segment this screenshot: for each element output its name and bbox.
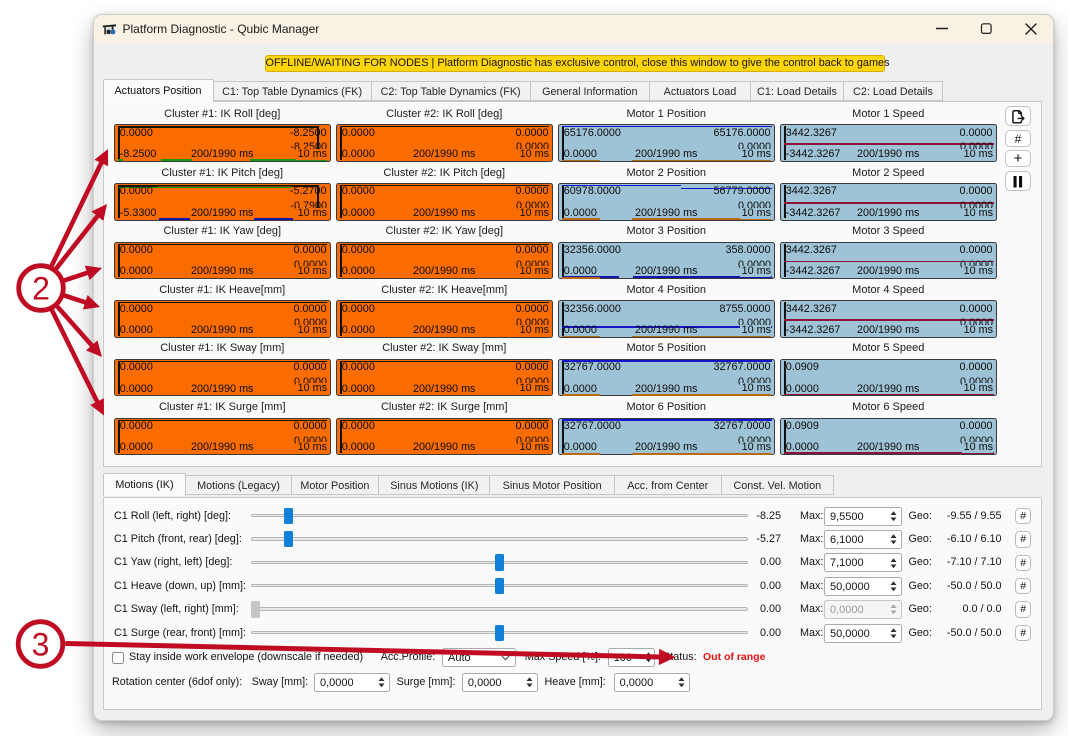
svg-text:3: 3: [32, 627, 50, 663]
svg-text:2: 2: [32, 271, 50, 307]
